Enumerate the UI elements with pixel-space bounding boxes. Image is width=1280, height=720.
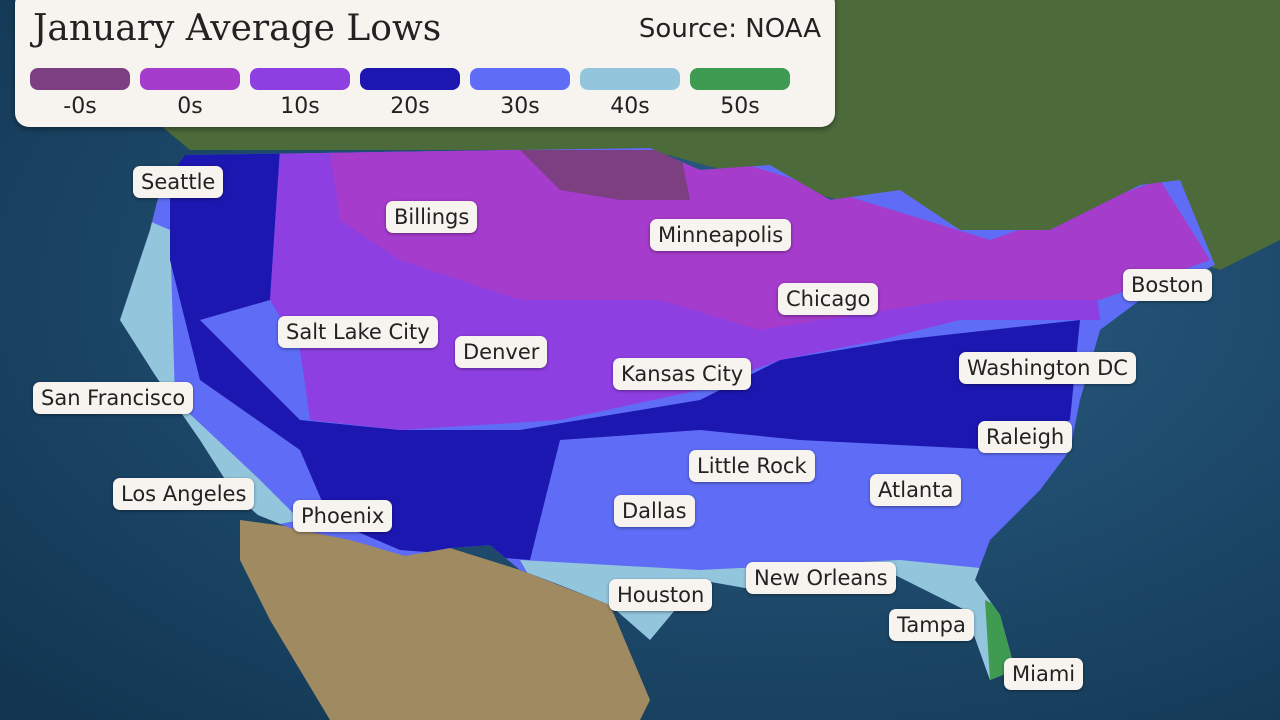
legend: -0s 0s 10s 20s 30s 40s 50s [30,68,790,119]
city-label: Los Angeles [113,478,255,510]
legend-label: 20s [390,94,430,119]
legend-item: 10s [250,68,350,119]
city-label: New Orleans [746,562,896,594]
legend-label: 50s [720,94,760,119]
city-label: Miami [1004,658,1084,690]
legend-label: 40s [610,94,650,119]
legend-swatch [30,68,130,90]
city-label: Atlanta [870,474,962,506]
city-label: Denver [455,336,548,368]
legend-swatch [360,68,460,90]
legend-item: 30s [470,68,570,119]
legend-label: -0s [63,94,97,119]
city-label: Washington DC [959,352,1136,384]
zone [520,150,690,200]
city-label: Tampa [889,609,974,641]
city-label: Kansas City [613,358,752,390]
city-label: Raleigh [978,421,1073,453]
city-label: Minneapolis [650,219,792,251]
city-label: San Francisco [33,382,194,414]
legend-swatch [250,68,350,90]
legend-item: 20s [360,68,460,119]
legend-swatch [690,68,790,90]
city-label: Billings [386,201,478,233]
city-label: Salt Lake City [278,316,438,348]
city-label: Dallas [614,495,695,527]
city-label: Phoenix [293,500,393,532]
mexico [240,520,650,720]
city-label: Houston [609,579,713,611]
legend-label: 0s [177,94,203,119]
legend-label: 30s [500,94,540,119]
legend-panel: January Average Lows Source: NOAA -0s 0s 1… [15,0,835,127]
city-label: Seattle [133,166,224,198]
legend-label: 10s [280,94,320,119]
legend-swatch [580,68,680,90]
legend-item: 50s [690,68,790,119]
city-label: Little Rock [689,450,815,482]
source: Source: NOAA [638,14,821,44]
city-label: Chicago [778,283,879,315]
legend-item: 0s [140,68,240,119]
legend-item: -0s [30,68,130,119]
legend-swatch [140,68,240,90]
zone [170,150,1080,560]
title: January Average Lows [33,8,442,49]
legend-item: 40s [580,68,680,119]
city-label: Boston [1123,269,1212,301]
legend-swatch [470,68,570,90]
